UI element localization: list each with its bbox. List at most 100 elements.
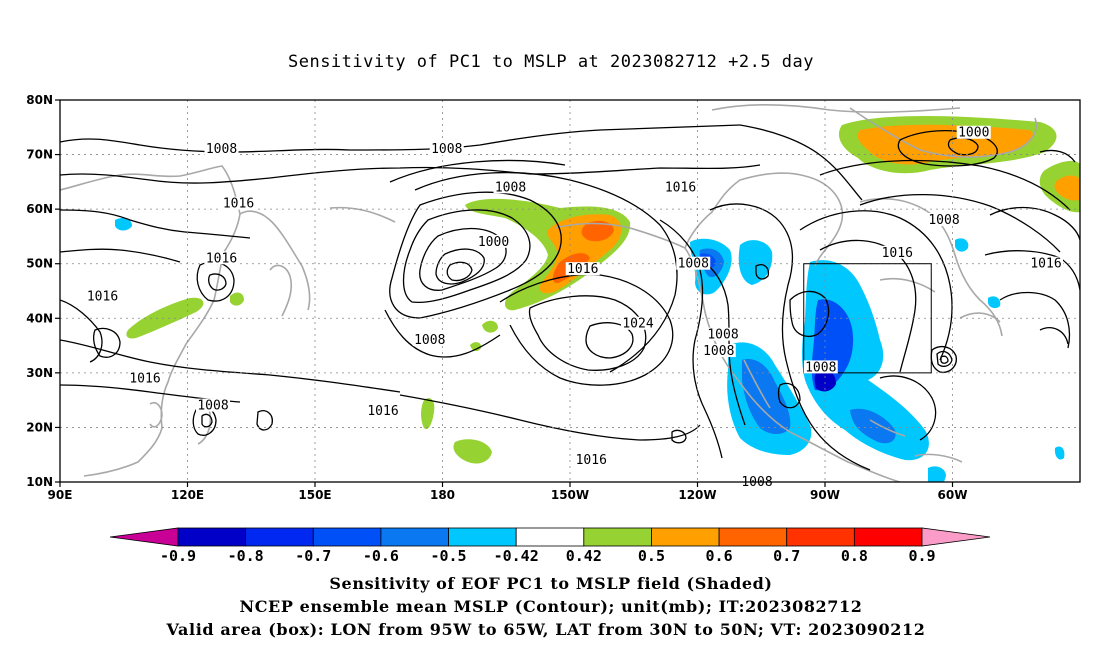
positive-region-japan-sea [126, 297, 204, 339]
contour-label: 1024 [622, 317, 653, 332]
colorbar-swatch [921, 527, 991, 547]
contour-label-bg [701, 344, 736, 358]
colorbar-label: 0.42 [566, 547, 602, 565]
colorbar-label: 0.6 [706, 547, 733, 565]
contour-label: 1008 [805, 360, 836, 375]
negative-region-kamchatka [115, 218, 132, 231]
contour-label-bg [574, 453, 609, 467]
caption-line-3: Valid area (box): LON from 95W to 65W, L… [166, 620, 926, 639]
lon-tick-label: 150W [551, 488, 589, 502]
contour-label-bg [476, 234, 511, 248]
colorbar: -0.9 -0.8 -0.7 -0.6 -0.5 -0.42 0.42 0.5 0.6 0.7 0.… [109, 527, 991, 565]
colorbar-label: -0.9 [160, 547, 196, 565]
colorbar-label: 0.5 [638, 547, 665, 565]
contour-label-bg [366, 404, 400, 418]
lon-tick-label: 150E [298, 488, 331, 502]
lon-tick-label: 120W [678, 488, 716, 502]
valid-area-box [803, 263, 932, 374]
colorbar-swatch [245, 527, 314, 547]
colorbar-label: -0.42 [494, 547, 539, 565]
negative-region-rockies [738, 240, 773, 285]
contour-label: 1016 [367, 404, 398, 419]
contour-label-bg [803, 360, 838, 374]
colorbar-swatch [109, 527, 179, 547]
lat-tick-label: 50N [26, 257, 53, 271]
contour-label-bg [493, 180, 528, 194]
contour-label-bg [706, 327, 740, 341]
colorbar-label: -0.6 [363, 547, 399, 565]
colorbar-label: -0.8 [228, 547, 264, 565]
contour-label-bg [880, 245, 915, 259]
positive-region-tropics-2 [453, 439, 492, 464]
caption-line-2: NCEP ensemble mean MSLP (Contour); unit(… [239, 597, 862, 616]
colorbar-swatch [515, 527, 585, 547]
lat-tick-label: 70N [26, 148, 53, 162]
positive-peak-gulf-alaska [581, 220, 614, 242]
contour-label: 1016 [129, 371, 160, 386]
colorbar-swatch [583, 527, 652, 547]
contour-label-bg [85, 289, 120, 303]
colorbar-swatch [380, 527, 449, 547]
contour-label: 1016 [87, 289, 118, 304]
positive-region-kuril [230, 292, 244, 306]
lat-tick-label: 60N [26, 202, 53, 216]
contour-label: 1016 [206, 251, 237, 266]
positive-region-tropics-1 [421, 398, 435, 430]
mslp-contours [60, 124, 1080, 471]
colorbar-swatch [786, 527, 855, 547]
contour-label: 1016 [665, 180, 696, 195]
contour-label: 1008 [414, 333, 445, 348]
contour-labels: 1008 1016 1008 1008 1016 1000 1008 1016 1016 1016… [85, 125, 1063, 490]
contour-label-bg [621, 316, 655, 330]
contour-label: 1016 [576, 453, 607, 468]
contour-label-bg [956, 125, 991, 139]
contour-label: 1016 [882, 246, 913, 261]
negative-region-gulf-coast [850, 408, 896, 444]
negative-region-caribbean [928, 466, 946, 482]
contour-label-bg [927, 213, 961, 227]
contour-label-bg [221, 196, 256, 210]
contour-label: 1016 [1030, 257, 1061, 272]
lon-tick-label: 60W [938, 488, 968, 502]
colorbar-swatch [718, 527, 788, 547]
colorbar-swatch [177, 527, 247, 547]
lat-tick-label: 10N [26, 475, 53, 489]
lon-tick-label: 90W [810, 488, 840, 502]
colorbar-label: -0.5 [430, 547, 466, 565]
contour-label: 1008 [495, 180, 526, 195]
contour-label-bg [204, 251, 239, 265]
caption-line-1: Sensitivity of EOF PC1 to MSLP field (Sh… [329, 574, 772, 593]
contour-label-bg [412, 333, 447, 347]
lat-tick-label: 30N [26, 366, 53, 380]
contour-label-bg [429, 142, 464, 156]
colorbar-swatch [448, 527, 517, 547]
contour-label-bg [663, 180, 698, 194]
colorbar-swatch [312, 527, 382, 547]
positive-core-labrador [1054, 175, 1080, 201]
colorbar-swatch [853, 527, 923, 547]
lat-tick-label: 80N [26, 93, 53, 107]
contour-label: 1016 [567, 262, 598, 277]
contour-label-bg [1029, 256, 1063, 270]
colorbar-label: 0.7 [773, 547, 800, 565]
lat-tick-label: 20N [26, 420, 53, 434]
negative-region-east-atlantic [1054, 446, 1065, 460]
contour-label: 1008 [206, 142, 237, 157]
positive-region-pacific-1 [482, 320, 498, 333]
latitude-ticks: 80N 70N 60N 50N 40N 30N 20N 10N [26, 93, 60, 489]
lat-tick-label: 40N [26, 311, 53, 325]
contour-label: 1008 [678, 257, 709, 272]
negative-region-atlantic [988, 296, 1001, 309]
longitude-ticks: 90E 120E 150E 180 150W 120W 90W 60W [48, 482, 968, 502]
map-panel: 1008 1016 1008 1008 1016 1000 1008 1016 1016 1016… [26, 93, 1081, 502]
colorbar-label: 0.9 [908, 547, 935, 565]
negative-peak-central-us [814, 368, 836, 392]
map-title: Sensitivity of PC1 to MSLP at 2023082712… [288, 52, 814, 72]
lon-tick-label: 180 [430, 488, 455, 502]
contour-label-bg [128, 371, 162, 385]
colorbar-swatch [651, 527, 720, 547]
contour-label-bg [676, 256, 711, 270]
lon-tick-label: 120E [171, 488, 204, 502]
contour-label: 1000 [478, 235, 509, 250]
colorbar-label: 0.8 [841, 547, 868, 565]
